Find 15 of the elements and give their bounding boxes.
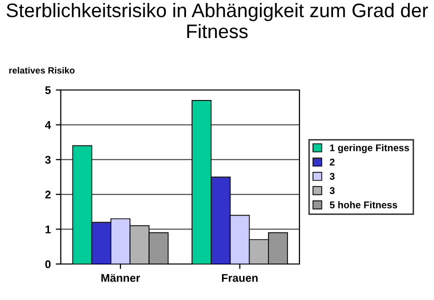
y-tick-label: 3 (45, 156, 51, 164)
legend-label: 2 (330, 158, 335, 166)
legend-label: 5 hohe Fitness (330, 201, 398, 208)
y-tick-label: 2 (45, 190, 51, 198)
y-axis-title: relatives Risiko (9, 66, 75, 74)
y-tick-label: 1 (46, 226, 51, 234)
y-tick-label: 0 (45, 260, 51, 268)
legend-label: 3 (330, 172, 335, 180)
x-tick-label: Männer (101, 274, 140, 282)
chart-title: Sterblichkeitsrisiko in Abhängigkeit zum Grad der Fitness (6, 3, 428, 38)
legend-label: 1 geringe Fitness (330, 144, 410, 154)
y-tick-label: 5 (45, 86, 51, 94)
x-tick-label: Frauen (222, 274, 258, 282)
legend-label: 3 (330, 187, 335, 194)
y-tick-label: 4 (45, 121, 51, 129)
